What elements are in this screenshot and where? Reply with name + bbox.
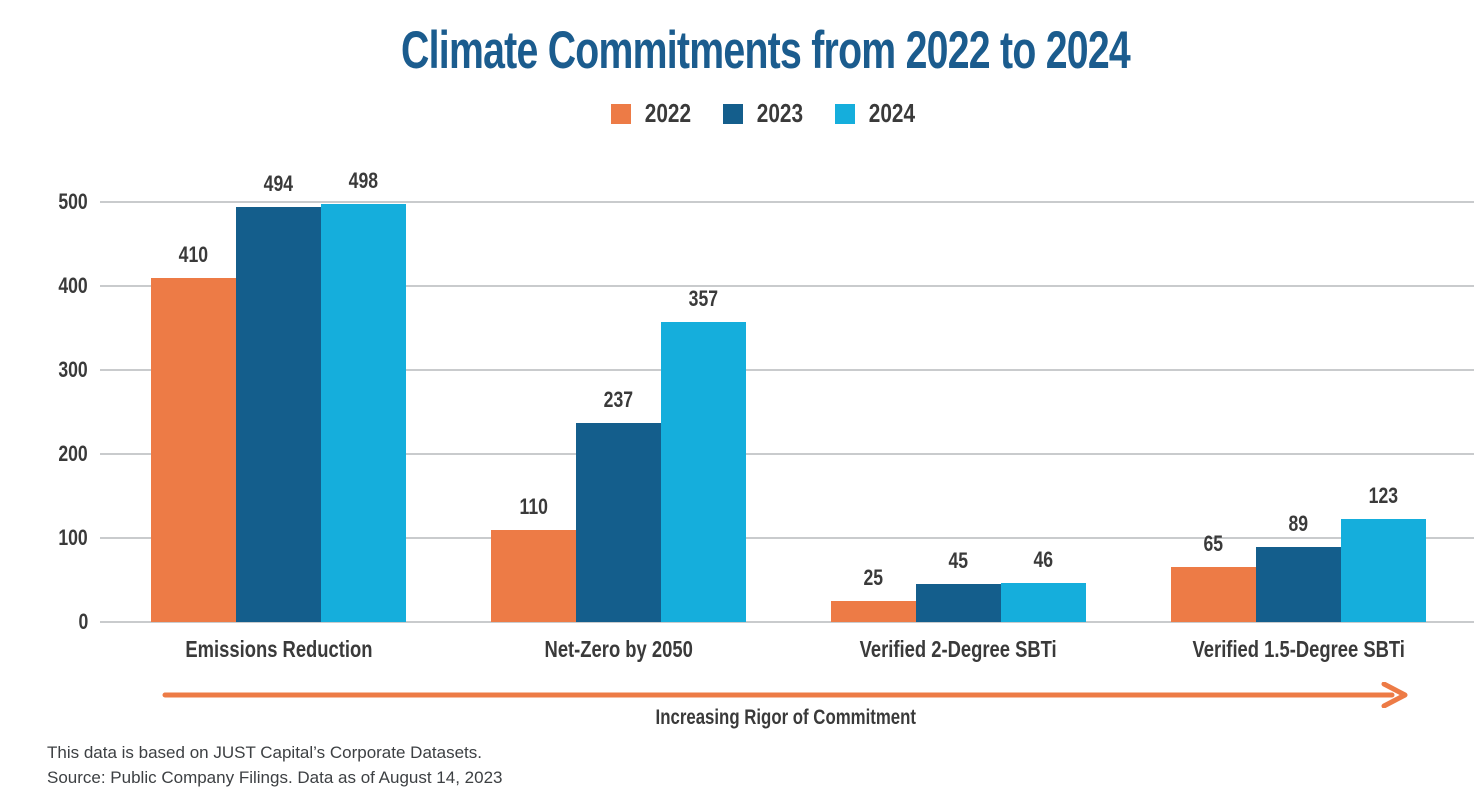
bar-2023-Verified 1.5-Degree SBTi (1256, 547, 1341, 622)
bar-value-label: 498 (321, 168, 406, 194)
legend-label: 2022 (639, 98, 697, 129)
bar-2024-Verified 2-Degree SBTi (1001, 583, 1086, 622)
bar-value-text: 45 (948, 548, 969, 574)
chart-title: Climate Commitments from 2022 to 2024 (50, 20, 1482, 81)
bar-value-label: 45 (916, 548, 1001, 574)
bar-2024-Net-Zero by 2050 (661, 322, 746, 622)
legend-label-text: 2022 (645, 98, 692, 128)
gridline-400 (100, 285, 1474, 287)
gridline-0 (100, 621, 1474, 623)
bar-value-text: 237 (603, 386, 634, 412)
legend-label: 2023 (751, 98, 809, 129)
bar-value-text: 123 (1368, 482, 1399, 508)
category-label-text: Emissions Reduction (184, 636, 373, 662)
bar-value-text: 498 (348, 167, 379, 193)
bar-value-text: 494 (263, 171, 294, 197)
bar-value-label: 110 (491, 494, 576, 520)
chart-title-text: Climate Commitments from 2022 to 2024 (401, 21, 1132, 80)
arrow-head (1381, 681, 1408, 709)
bar-value-text: 65 (1203, 531, 1224, 557)
category-label: Verified 1.5-Degree SBTi (1139, 636, 1459, 663)
bar-value-text: 410 (178, 241, 209, 267)
legend-swatch-2024 (834, 103, 855, 124)
bar-2023-Emissions Reduction (236, 207, 321, 622)
legend-swatch-2022 (611, 103, 632, 124)
source-note-line1: This data is based on JUST Capital’s Cor… (47, 743, 482, 762)
legend-item-2022: 2022 (611, 98, 697, 129)
bar-2023-Net-Zero by 2050 (576, 422, 661, 622)
bar-value-label: 25 (831, 565, 916, 591)
arrow-label: Increasing Rigor of Commitment (162, 706, 1410, 730)
category-label: Verified 2-Degree SBTi (799, 636, 1119, 663)
bar-value-label: 89 (1256, 511, 1341, 537)
y-tick-text: 400 (58, 273, 88, 298)
category-label-text: Verified 2-Degree SBTi (859, 636, 1058, 662)
bar-value-text: 357 (688, 286, 719, 312)
bar-value-label: 237 (576, 387, 661, 413)
gridline-100 (100, 537, 1474, 539)
bar-2024-Emissions Reduction (321, 203, 406, 622)
bar-value-text: 89 (1288, 511, 1309, 537)
bar-value-label: 494 (236, 171, 321, 197)
bar-value-label: 65 (1171, 531, 1256, 557)
plot-area: 410 494 498 110 237 357 25 45 46 65 89 123 (100, 168, 1474, 623)
arrow-label-text: Increasing Rigor of Commitment (655, 706, 917, 729)
legend-label-text: 2024 (868, 98, 915, 128)
y-tick-text: 300 (58, 357, 88, 382)
y-tick-text: 200 (58, 441, 88, 466)
bar-2024-Verified 1.5-Degree SBTi (1341, 518, 1426, 622)
gridline-200 (100, 453, 1474, 455)
bar-value-label: 357 (661, 286, 746, 312)
gridline-300 (100, 369, 1474, 371)
source-note-line2: Source: Public Company Filings. Data as … (47, 768, 503, 787)
bar-2022-Verified 1.5-Degree SBTi (1171, 567, 1256, 622)
chart-legend: 2022 2023 2024 (50, 98, 1482, 129)
source-note: This data is based on JUST Capital’s Cor… (47, 740, 502, 790)
bar-value-label: 123 (1341, 483, 1426, 509)
bar-value-text: 25 (863, 565, 884, 590)
y-axis: 0 100 200 300 400 500 (0, 189, 88, 634)
legend-item-2024: 2024 (834, 98, 921, 129)
rigor-arrow-svg (162, 681, 1408, 709)
category-label: Emissions Reduction (119, 636, 439, 663)
legend-swatch-2023 (723, 103, 744, 124)
y-tick-text: 500 (58, 189, 88, 214)
legend-label: 2024 (863, 98, 921, 129)
y-tick-text: 100 (58, 525, 88, 550)
bar-2022-Net-Zero by 2050 (491, 529, 576, 622)
category-label-text: Verified 1.5-Degree SBTi (1192, 636, 1405, 662)
y-tick-text: 0 (78, 609, 88, 634)
bar-2022-Emissions Reduction (151, 277, 236, 622)
bar-2023-Verified 2-Degree SBTi (916, 584, 1001, 622)
bar-value-text: 46 (1033, 547, 1054, 573)
legend-label-text: 2023 (756, 98, 804, 128)
bar-2022-Verified 2-Degree SBTi (831, 601, 916, 622)
bar-value-label: 410 (151, 242, 236, 268)
legend-item-2023: 2023 (723, 98, 809, 129)
gridline-500 (100, 201, 1474, 203)
category-label-text: Net-Zero by 2050 (544, 636, 693, 662)
x-axis-labels: Emissions Reduction Net-Zero by 2050 Verif… (100, 636, 1474, 666)
bar-value-text: 110 (519, 493, 548, 519)
category-label: Net-Zero by 2050 (459, 636, 779, 663)
rigor-arrow (162, 681, 1410, 709)
bar-value-label: 46 (1001, 547, 1086, 573)
